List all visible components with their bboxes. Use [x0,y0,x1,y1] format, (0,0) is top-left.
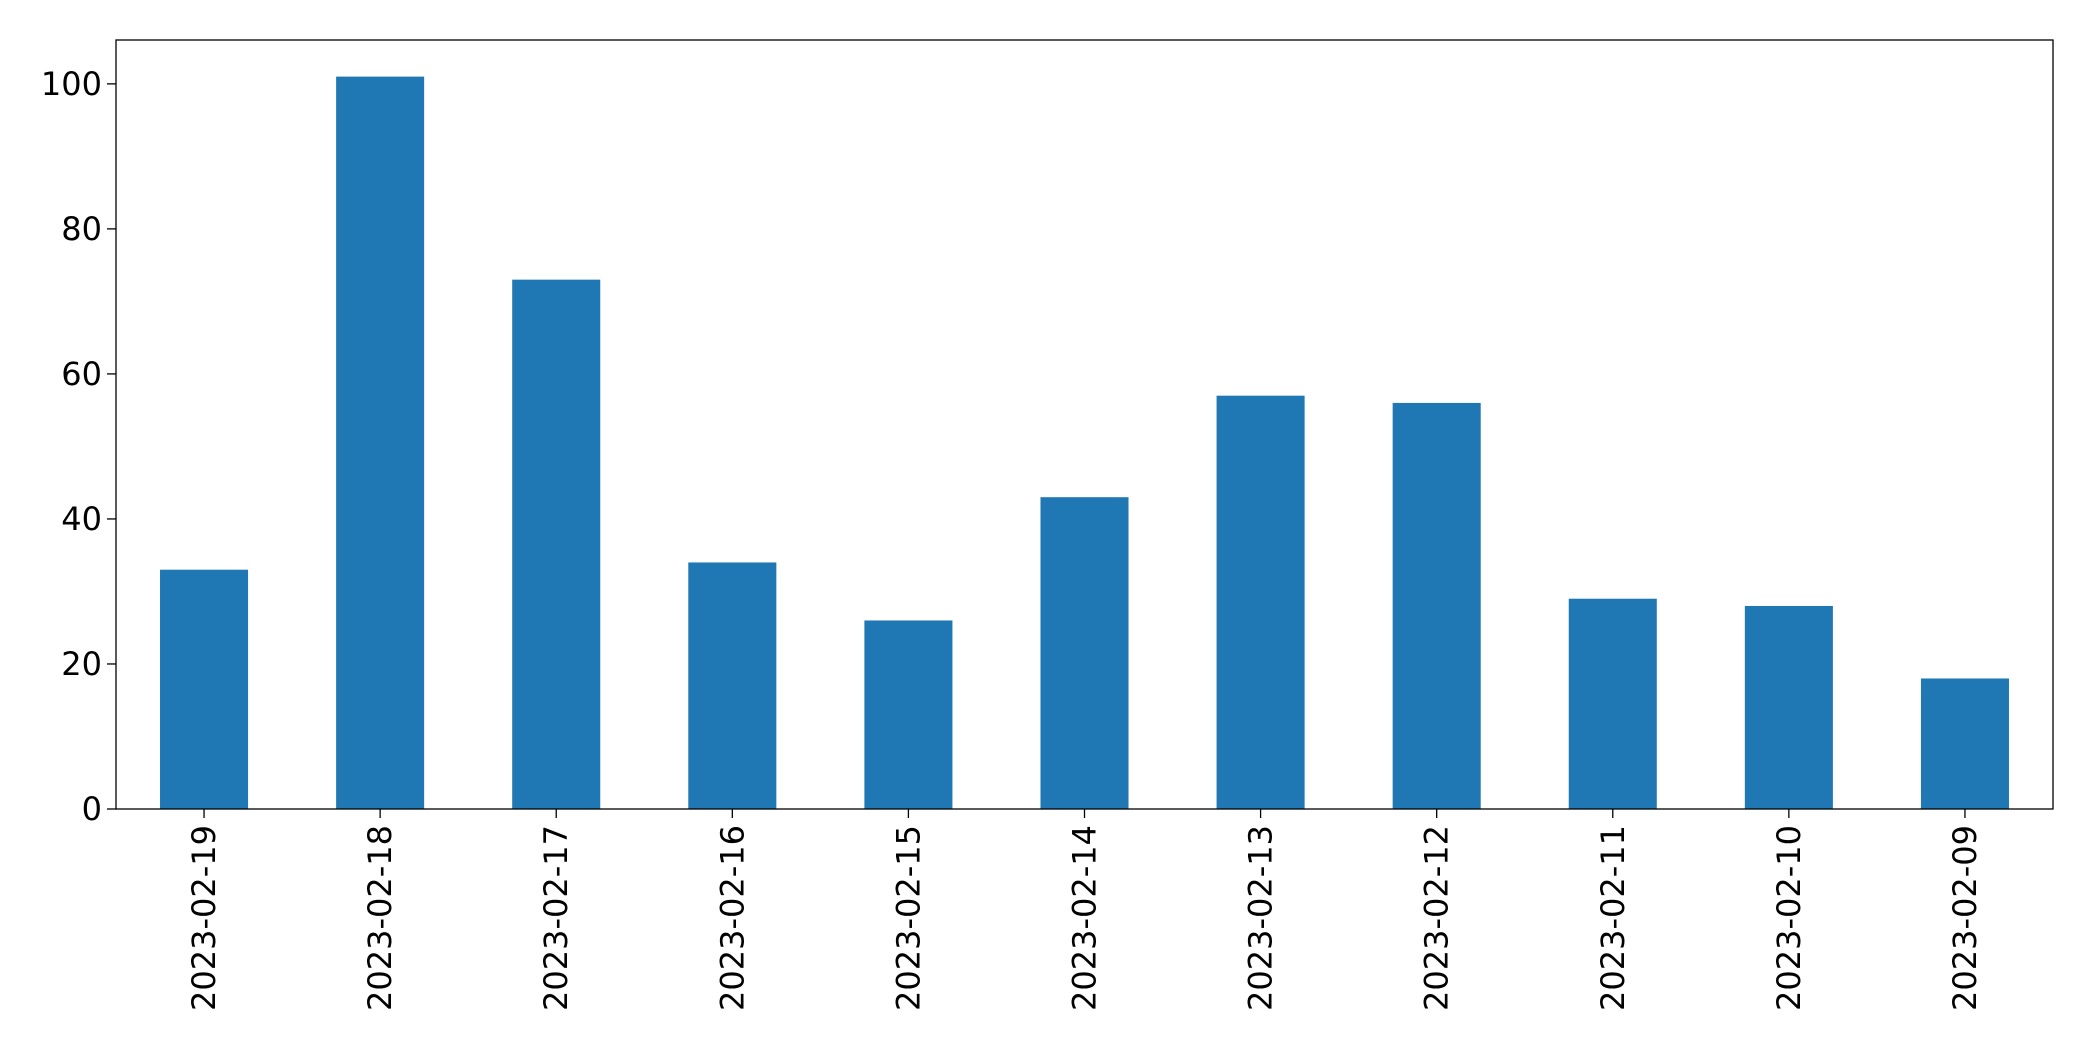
x-tick-label: 2023-02-10 [1770,825,1808,1011]
bar [512,279,601,809]
bar [688,562,777,809]
bar [336,76,425,810]
x-tick-label: 2023-02-17 [537,825,575,1011]
x-tick-label: 2023-02-15 [889,825,927,1011]
bar [1392,402,1481,809]
bar [1744,605,1833,809]
bar [864,620,953,809]
x-tick-label: 2023-02-14 [1066,825,1104,1011]
bar [1568,598,1657,809]
bar [1040,497,1129,809]
bar [1216,395,1305,809]
plot-frame [115,39,2054,810]
x-tick-label: 2023-02-11 [1594,825,1632,1011]
x-tick-label: 2023-02-19 [185,825,223,1011]
y-tick-label: 80 [61,210,102,248]
y-tick-label: 20 [61,645,102,683]
y-tick-label: 0 [82,790,102,828]
y-tick-label: 60 [61,355,102,393]
bar [160,569,249,809]
x-tick-label: 2023-02-18 [361,825,399,1011]
y-tick-label: 40 [61,500,102,538]
bar [1920,678,2009,809]
x-tick-label: 2023-02-13 [1242,825,1280,1011]
x-tick-label: 2023-02-12 [1418,825,1456,1011]
y-tick-label: 100 [41,65,102,103]
x-tick-label: 2023-02-09 [1946,825,1984,1011]
x-tick-label: 2023-02-16 [713,825,751,1011]
